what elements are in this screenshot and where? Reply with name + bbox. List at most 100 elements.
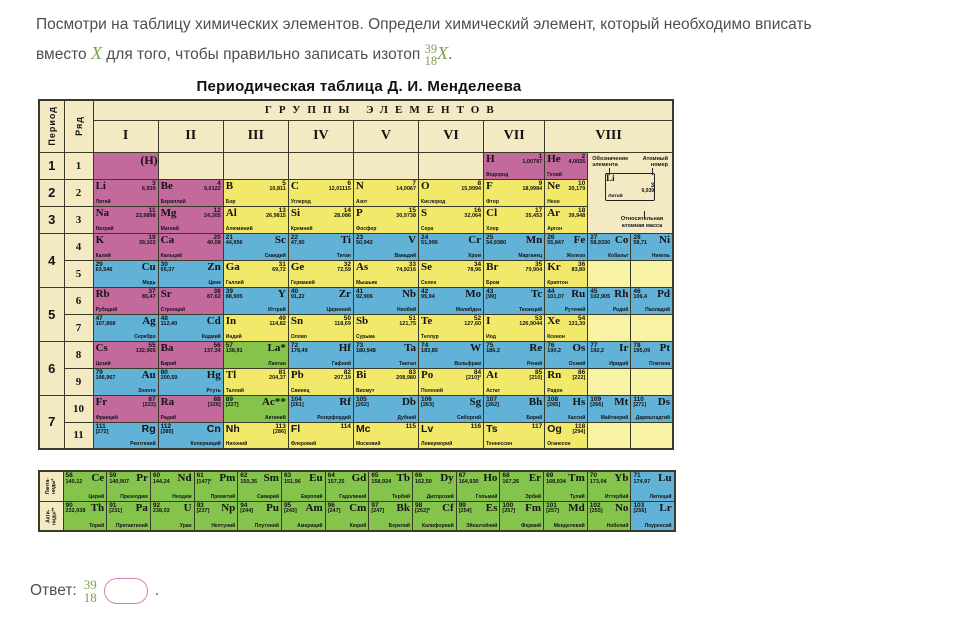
element-name: Лютеций [649,493,672,500]
isotope-charge: 18 [424,54,438,69]
atomic-number: 77 [590,341,598,349]
element-symbol: Pt [659,341,670,354]
element-symbol: Cf [442,501,454,514]
row-number: 5 [63,259,94,288]
atomic-mass: 18,9984 [522,186,543,193]
element-symbol: K [95,233,105,246]
element-number-mass: 85 [210] [529,369,542,383]
atomic-number: 116 [470,422,482,430]
atomic-mass: 10,811 [269,186,286,193]
element-cell: 67 164,930 Ho Гольмий [455,470,501,502]
element-number-mass: 19 39,102 [139,234,156,248]
element-symbol: Cm [349,501,367,514]
element-name: Актиний [265,414,286,421]
element-name: Олово [290,333,307,340]
element-cell: Ar 18 39,948 Аргон [544,205,589,234]
element-name: Рений [527,360,543,367]
element-cell: P 15 30,9738 Фосфор [352,205,420,234]
element-number-mass: 33 74,9216 [396,261,416,275]
element-cell: Rn 86 [222] Радон [544,367,589,396]
atomic-mass: 151,96 [283,478,301,485]
element-cell: Ga 31 69,72 Галлий [222,259,289,288]
answer-period: . [154,582,160,600]
element-cell-top: 99 [254] Es [457,502,499,515]
element-symbol: Pb [290,368,304,381]
atomic-number: 70 [589,472,597,479]
row-number: 7 [63,313,94,342]
element-cell-top: He 2 4,0026 [546,153,587,166]
atomic-number: 117 [531,422,543,430]
element-symbol: Na [95,206,110,219]
atomic-mass: 150,35 [240,478,258,485]
element-number-mass: 67 164,930 [459,472,479,486]
element-cell: He 2 4,0026 Гелий [544,151,589,180]
element-symbol: I [486,314,491,327]
element-cell-top: Rb 37 85,47 [94,288,157,301]
element-name: Бром [486,279,500,286]
element-symbol: Pr [136,472,148,484]
element-number-mass: 89 [227] [226,396,239,410]
element-symbol: O [421,179,430,192]
atomic-number: 48 [160,314,168,322]
element-cell: Ca 20 40,08 Кальций [157,232,224,261]
element-symbol: Hs [572,395,586,408]
atomic-number: 5 [282,179,286,187]
empty-cell [287,151,354,180]
atomic-number: 80 [160,368,168,376]
element-number-mass: 1 1,00797 [522,153,542,167]
element-symbol: B [225,179,234,192]
element-symbol: Ag [142,314,156,327]
element-name: Дубний [397,414,417,421]
element-name: Родий [612,306,629,313]
element-symbol: Ru [571,287,586,300]
atomic-mass: 106,4 [633,294,648,301]
element-cell: 71 174,97 Lu Лютеций [630,470,676,502]
element-name: Ксенон [547,333,565,340]
element-number-mass: 79 196,967 [96,369,116,383]
element-name: Хассий [567,414,586,421]
atomic-number: 35 [534,260,543,268]
group-label: V [352,119,420,153]
atomic-number: 43 [486,287,494,295]
element-name: Бериллий [160,198,186,205]
element-number-mass: 6 12,01115 [329,180,351,194]
element-cell: 77 192,2 Ir Иридий [587,340,632,369]
element-cell-top: Fl 114 [289,423,352,434]
element-number-mass: 5 10,811 [269,179,286,194]
element-cell: 99 [254] Es Эйнштейний [455,500,501,532]
element-cell-top: Al 13 26,9815 [224,207,287,220]
atomic-mass: 92,906 [355,294,373,301]
element-name: Азот [355,198,368,205]
element-cell: Ts 117 Теннессин [483,421,546,450]
element-number-mass: 91 [231] [109,502,122,516]
element-cell-top: 62 150,35 Sm [239,472,281,486]
element-symbol: Ac** [262,395,286,408]
element-name: Эйнштейний [466,523,498,529]
element-name: Диспрозий [426,493,454,500]
element-cell: 65 158,924 Tb Тербий [368,470,413,502]
element-cell: 110 [271] Ds Дармштадтий [630,394,674,423]
element-number-mass: 76 190,2 [547,342,561,356]
element-name: Хлор [486,225,499,232]
answer-input[interactable] [103,578,148,605]
element-cell-top: Ga 31 69,72 [224,261,287,274]
element-cell: 57 138,91 La* Лантан [222,340,289,369]
element-cell: Rb 37 85,47 Рубидий [92,286,159,315]
element-name: Ливерморий [421,441,453,447]
atomic-mass: 121,75 [399,321,417,328]
element-symbol: Fe [573,233,586,246]
row-number: 8 [63,340,94,369]
element-cell-top: B 5 10,811 [224,179,287,194]
atomic-number: 9 [538,179,543,187]
element-name: Хром [468,252,482,259]
element-name: Селен [421,279,437,286]
atomic-mass: [286] [273,429,286,436]
atomic-mass: 232,038 [65,508,86,515]
element-cell-top: 43 [99] Tc [485,287,544,301]
atomic-mass: 69,72 [272,267,286,274]
element-symbol: Zr [338,287,351,300]
element-symbol: N [355,179,364,192]
atomic-mass: 24,305 [203,213,221,220]
element-number-mass: 106 [263] [421,396,434,410]
answer-isotope-charge: 18 [83,590,97,606]
